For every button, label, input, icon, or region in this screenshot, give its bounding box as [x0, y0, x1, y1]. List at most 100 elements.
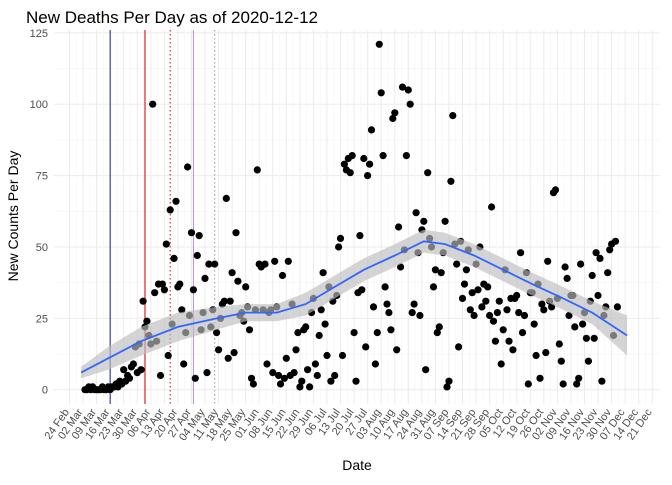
data-point	[559, 380, 567, 388]
data-point	[441, 217, 449, 225]
data-point	[164, 351, 172, 360]
chart-title: New Deaths Per Day as of 2020-12-12	[26, 8, 318, 27]
data-point	[178, 306, 186, 314]
data-point	[350, 329, 358, 337]
data-point	[306, 383, 314, 391]
data-point	[184, 163, 192, 171]
data-point	[592, 249, 600, 257]
data-point	[493, 309, 501, 317]
data-point	[215, 346, 223, 354]
data-point	[431, 266, 439, 274]
data-point	[162, 240, 170, 248]
data-point	[193, 251, 201, 260]
data-point	[575, 374, 583, 382]
data-point	[530, 320, 538, 328]
data-point	[544, 257, 552, 265]
data-point	[594, 291, 602, 300]
data-point	[571, 323, 579, 331]
data-point	[321, 320, 329, 328]
data-point	[319, 269, 327, 277]
data-point	[195, 232, 203, 240]
data-point	[385, 309, 393, 317]
data-point	[302, 323, 310, 331]
data-point	[495, 297, 503, 305]
data-point	[455, 343, 463, 351]
data-point	[520, 311, 529, 320]
data-point	[364, 172, 372, 180]
data-point	[557, 357, 565, 365]
y-tick-label: 100	[30, 99, 48, 111]
data-point	[211, 260, 219, 268]
data-point	[397, 263, 405, 271]
data-point	[327, 377, 335, 385]
data-point	[433, 329, 441, 337]
data-point	[443, 383, 451, 391]
data-point	[203, 369, 211, 377]
data-point	[191, 374, 199, 382]
y-axis-label: New Counts Per Day	[5, 151, 21, 282]
data-point	[271, 257, 279, 265]
data-point	[170, 254, 178, 262]
data-point	[387, 326, 395, 334]
data-point	[410, 300, 418, 308]
data-point	[503, 306, 511, 314]
data-point	[398, 83, 407, 91]
data-point	[137, 366, 145, 374]
data-point	[513, 291, 521, 300]
data-point	[584, 357, 593, 365]
data-point	[234, 277, 242, 285]
data-point	[275, 371, 283, 380]
data-point	[323, 351, 331, 360]
data-point	[125, 374, 134, 382]
data-point	[213, 329, 221, 337]
data-point	[120, 366, 128, 374]
data-point	[315, 331, 323, 340]
data-point	[540, 306, 548, 314]
data-point	[395, 223, 403, 231]
data-point	[367, 126, 376, 134]
data-point	[577, 260, 585, 268]
data-point	[515, 309, 523, 317]
data-point	[474, 286, 482, 294]
data-point	[488, 203, 496, 211]
data-point	[460, 280, 469, 288]
data-point	[408, 309, 416, 317]
data-point	[304, 366, 312, 374]
data-point	[598, 377, 606, 385]
data-point	[486, 311, 494, 320]
data-point	[491, 337, 499, 345]
data-point	[579, 320, 587, 328]
data-point	[573, 380, 581, 388]
data-point	[518, 329, 527, 337]
data-point	[582, 334, 591, 342]
data-point	[290, 369, 298, 377]
data-point	[263, 360, 271, 368]
data-point	[489, 317, 498, 325]
data-point	[412, 209, 420, 217]
data-point	[563, 274, 571, 282]
data-point	[226, 297, 234, 305]
data-point	[296, 383, 304, 391]
data-point	[373, 329, 381, 337]
data-point	[224, 354, 232, 362]
data-point	[160, 286, 168, 294]
data-point	[356, 232, 364, 240]
data-point	[478, 303, 486, 311]
data-point	[402, 152, 410, 160]
y-tick-label: 50	[36, 242, 48, 254]
y-axis-ticks: 0 25 50 75 100 125	[30, 28, 48, 397]
data-point	[468, 289, 476, 297]
data-point	[292, 346, 300, 354]
data-point	[180, 360, 188, 368]
data-point	[242, 283, 250, 291]
y-tick-label: 0	[42, 385, 48, 397]
data-point	[389, 114, 397, 123]
data-point	[331, 371, 339, 380]
data-point	[379, 152, 387, 160]
data-point	[538, 300, 546, 308]
data-point	[313, 371, 321, 380]
data-point	[176, 280, 184, 288]
